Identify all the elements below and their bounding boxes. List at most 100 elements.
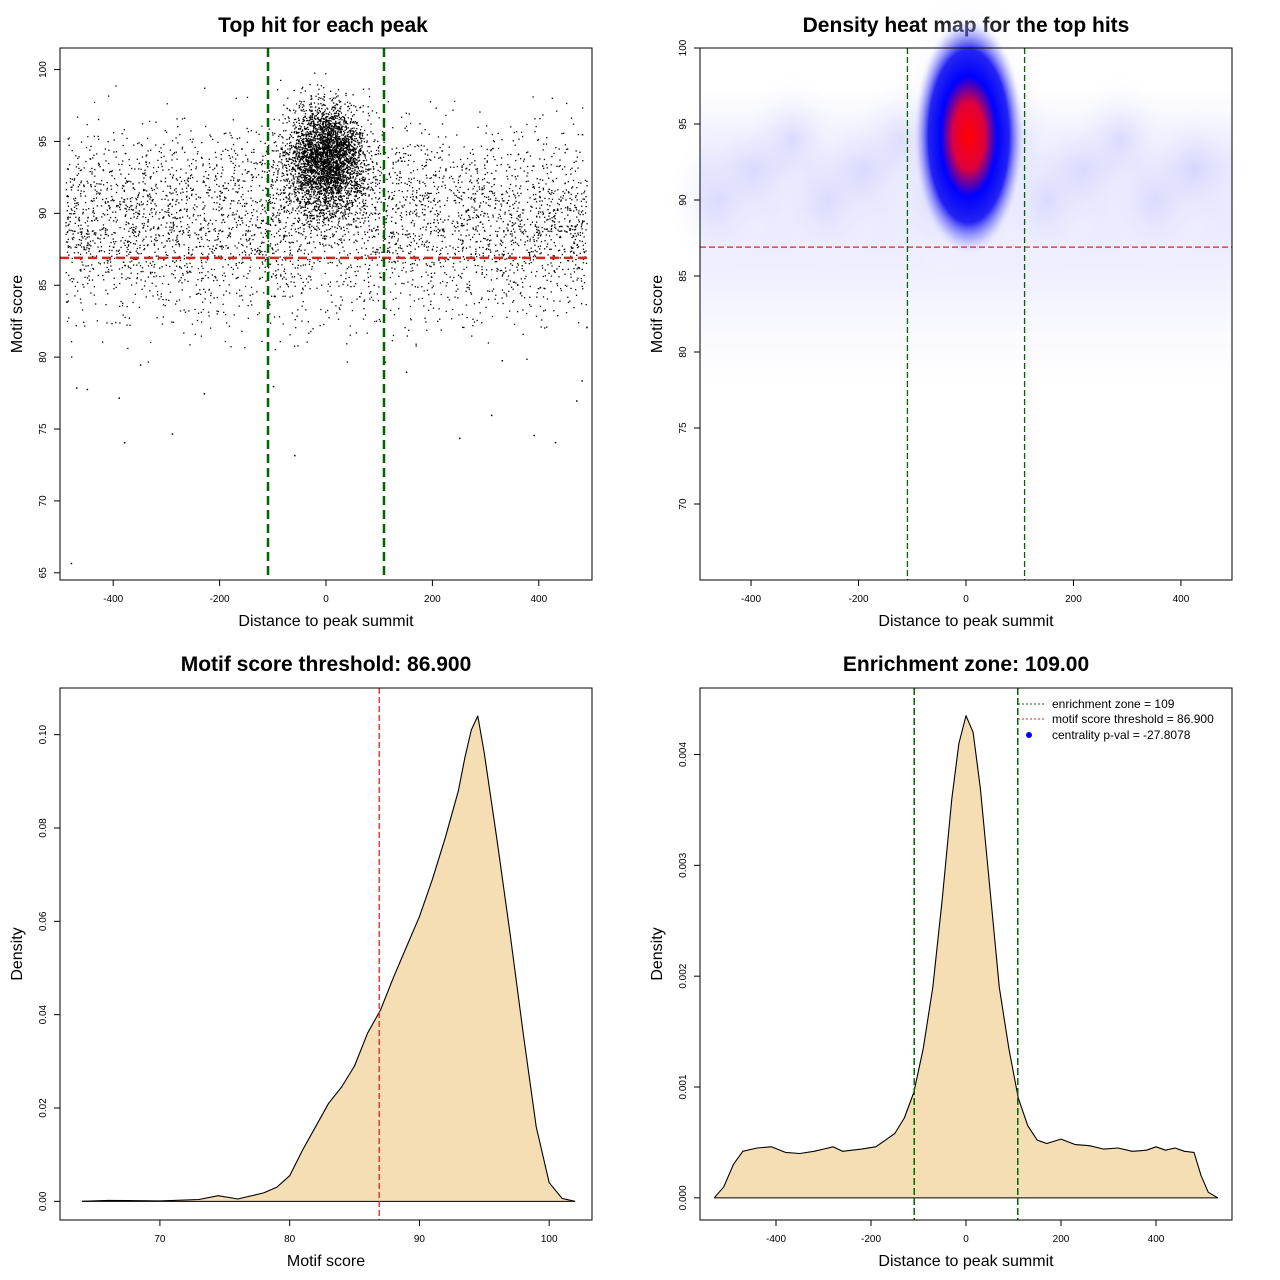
scatter-point: [543, 158, 546, 161]
scatter-point: [165, 254, 168, 256]
scatter-point: [190, 130, 192, 132]
scatter-point: [270, 218, 273, 221]
scatter-point: [175, 200, 177, 202]
scatter-point: [115, 85, 117, 87]
scatter-point: [546, 246, 548, 248]
scatter-point: [537, 237, 539, 239]
scatter-point: [127, 277, 129, 279]
scatter-point: [71, 257, 73, 260]
scatter-point: [250, 252, 253, 254]
scatter-point: [486, 125, 488, 127]
scatter-point: [169, 229, 171, 231]
scatter-point: [241, 251, 243, 254]
scatter-point: [398, 189, 400, 192]
scatter-point: [307, 203, 310, 205]
scatter-point: [322, 158, 324, 160]
scatter-point: [186, 266, 188, 268]
scatter-point: [155, 205, 157, 207]
scatter-point: [501, 253, 503, 255]
scatter-point: [442, 229, 444, 232]
scatter-point: [221, 246, 223, 248]
scatter-point: [153, 244, 156, 246]
scatter-point: [398, 247, 400, 249]
scatter-point: [233, 150, 236, 152]
scatter-point: [70, 186, 72, 188]
scatter-point: [181, 199, 183, 201]
scatter-point: [325, 311, 327, 313]
scatter-point: [279, 340, 281, 343]
scatter-point: [559, 236, 561, 239]
scatter-point: [519, 226, 521, 228]
scatter-point: [96, 153, 98, 155]
scatter-point: [184, 264, 186, 267]
scatter-point: [431, 151, 433, 153]
scatter-point: [102, 228, 104, 230]
scatter-point: [80, 195, 82, 197]
scatter-point: [444, 219, 446, 221]
scatter-point: [350, 111, 352, 113]
scatter-point: [154, 251, 156, 253]
scatter-point: [362, 214, 364, 216]
scatter-point: [439, 200, 441, 202]
scatter-point: [557, 209, 559, 211]
scatter-point: [345, 121, 348, 123]
scatter-point: [179, 259, 182, 262]
scatter-point: [369, 298, 371, 300]
scatter-point: [316, 111, 318, 113]
scatter-point: [159, 275, 161, 278]
scatter-point: [374, 320, 376, 323]
scatter-point: [491, 191, 493, 193]
scatter-point: [335, 231, 337, 233]
scatter-point: [66, 195, 69, 197]
scatter-point: [172, 260, 174, 262]
scatter-point: [360, 184, 362, 187]
scatter-point: [315, 123, 317, 126]
scatter-point: [574, 226, 577, 228]
scatter-point: [300, 139, 303, 142]
scatter-point: [233, 177, 235, 179]
scatter-point: [303, 224, 306, 226]
scatter-point: [514, 202, 516, 205]
scatter-point: [411, 267, 413, 269]
scatter-point: [499, 215, 502, 218]
scatter-point: [120, 240, 122, 242]
scatter-point: [582, 244, 584, 246]
scatter-point: [347, 284, 349, 286]
scatter-point: [113, 283, 115, 286]
scatter-point: [343, 239, 345, 241]
scatter-point: [427, 196, 430, 199]
scatter-point: [139, 231, 141, 233]
scatter-point: [331, 213, 334, 216]
scatter-point: [197, 267, 200, 270]
scatter-point: [543, 167, 545, 170]
scatter-point: [530, 271, 533, 273]
scatter-point: [214, 179, 216, 182]
scatter-point: [265, 212, 267, 214]
scatter-point: [343, 214, 345, 216]
scatter-point: [572, 123, 575, 125]
scatter-point: [502, 302, 504, 305]
scatter-point: [232, 273, 234, 275]
scatter-point: [460, 234, 462, 236]
scatter-point: [350, 264, 352, 266]
scatter-point: [257, 226, 259, 229]
scatter-point: [435, 230, 437, 232]
scatter-point: [491, 185, 493, 188]
scatter-point: [129, 251, 131, 253]
scatter-point: [195, 166, 198, 168]
scatter-point: [291, 182, 294, 184]
scatter-point: [574, 204, 576, 207]
scatter-point: [257, 314, 259, 316]
scatter-point: [527, 172, 529, 174]
scatter-point: [512, 259, 514, 262]
scatter-point: [479, 111, 481, 113]
scatter-point: [86, 180, 88, 182]
scatter-point: [67, 238, 69, 241]
scatter-point: [197, 278, 199, 281]
scatter-points: [65, 72, 588, 565]
scatter-point: [109, 259, 111, 261]
scatter-point: [348, 166, 350, 168]
scatter-point: [553, 270, 556, 273]
scatter-point: [555, 177, 558, 180]
scatter-point: [128, 164, 131, 167]
